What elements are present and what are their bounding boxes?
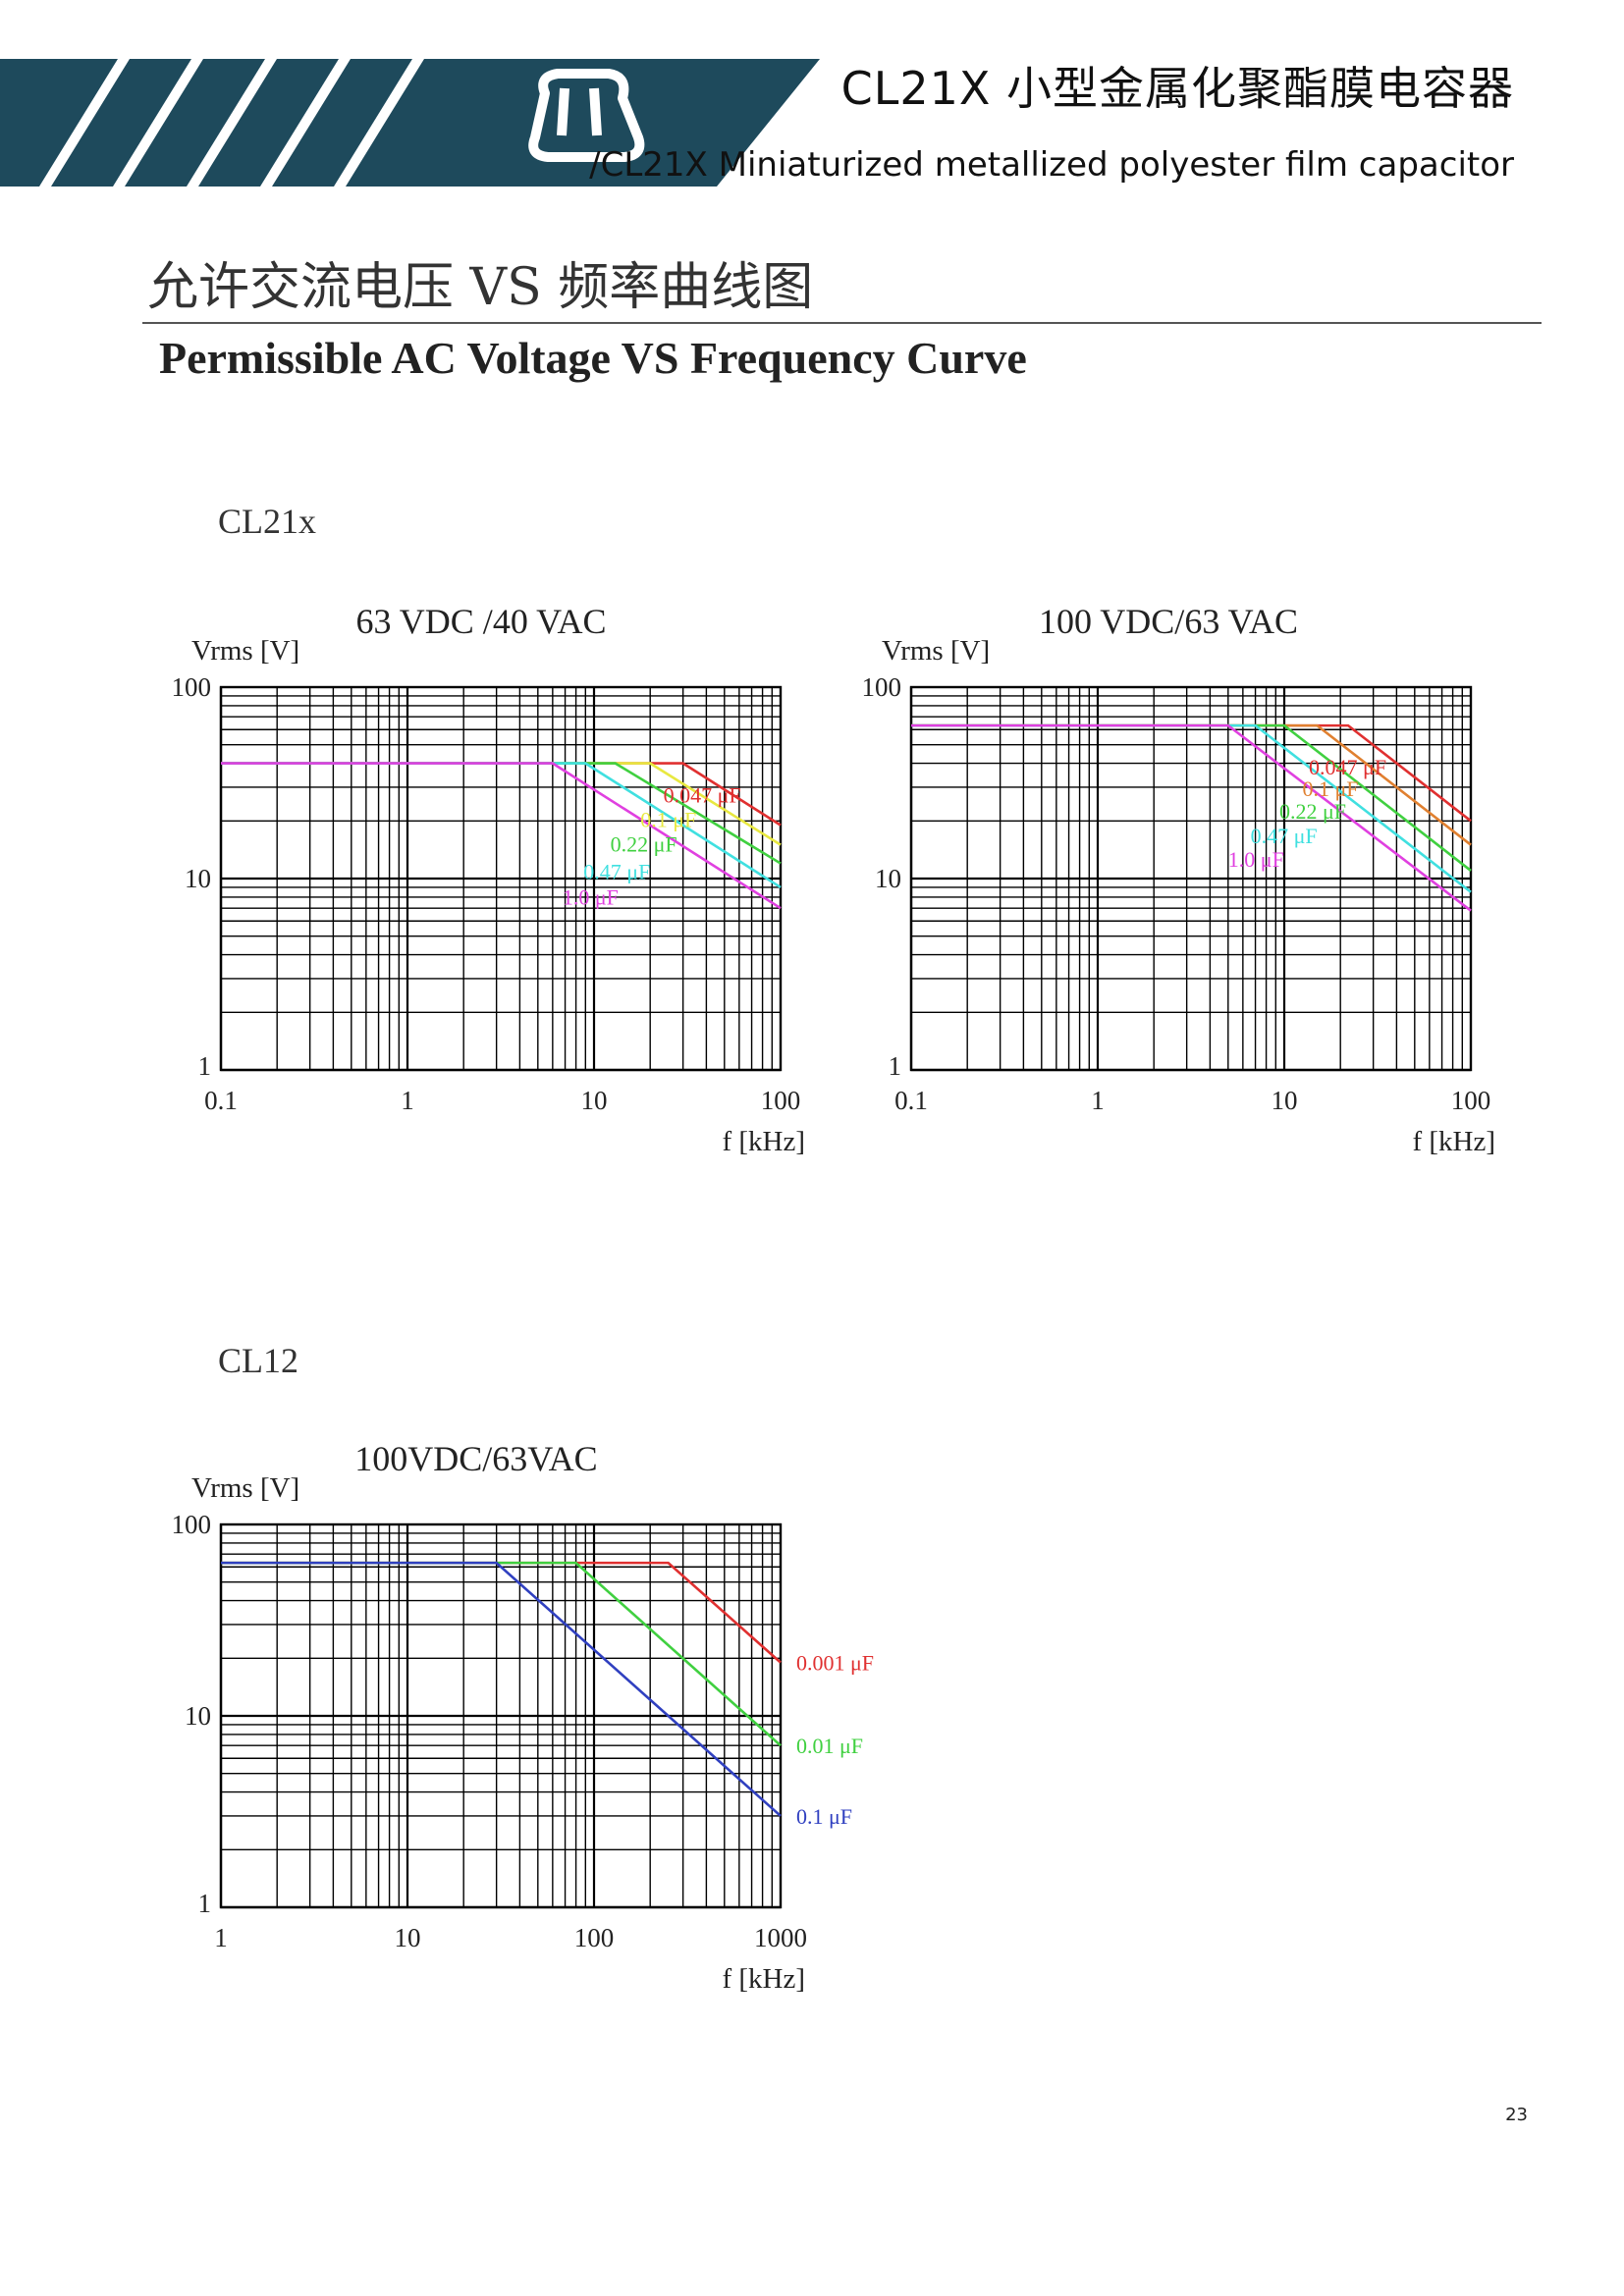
series-line xyxy=(911,723,1472,872)
series-line-label: 0.47 μF xyxy=(1251,824,1318,848)
chart-title: 63 VDC /40 VAC xyxy=(355,602,606,641)
banner-stripe xyxy=(334,59,424,187)
y-axis-label: Vrms [V] xyxy=(191,635,299,667)
series-line-label: 0.1 μF xyxy=(796,1804,852,1829)
chart-title: 100VDC/63VAC xyxy=(354,1439,597,1478)
series-line-label: 0.01 μF xyxy=(796,1734,863,1758)
section-title-en: Permissible AC Voltage VS Frequency Curv… xyxy=(159,333,1027,383)
series-line-label: 1.0 μF xyxy=(1228,847,1284,872)
x-tick-label: 100 xyxy=(761,1086,801,1115)
series-line-label: 0.001 μF xyxy=(796,1651,874,1676)
series-line-label: 0.47 μF xyxy=(583,860,650,884)
series-line-label: 1.0 μF xyxy=(563,885,619,910)
y-tick-label: 100 xyxy=(862,672,902,702)
x-axis-label: f [kHz] xyxy=(722,1963,805,1995)
banner-stripe xyxy=(187,59,277,187)
series-line xyxy=(221,762,782,865)
section-divider xyxy=(142,322,1542,324)
series-line xyxy=(911,723,1472,893)
section-title-zh: 允许交流电压 VS 频率曲线图 xyxy=(147,258,814,317)
series-line-label: 0.1 μF xyxy=(640,808,696,832)
y-tick-label: 100 xyxy=(172,672,212,702)
y-axis-label: Vrms [V] xyxy=(882,635,990,667)
plot-frame xyxy=(219,685,783,1072)
x-tick-label: 100 xyxy=(1451,1086,1491,1115)
series-line-label: 0.047 μF xyxy=(1309,755,1386,779)
header-title-zh: CL21X 小型金属化聚酯膜电容器 xyxy=(840,62,1514,115)
plot-frame xyxy=(219,1522,783,1909)
series-line xyxy=(221,1561,782,1664)
x-tick-label: 0.1 xyxy=(204,1086,238,1115)
y-axis-label: Vrms [V] xyxy=(191,1472,299,1504)
y-tick-label: 100 xyxy=(172,1510,212,1539)
x-tick-label: 10 xyxy=(1272,1086,1298,1115)
x-tick-label: 1 xyxy=(1091,1086,1105,1115)
x-axis-label: f [kHz] xyxy=(1412,1126,1495,1157)
x-tick-label: 100 xyxy=(574,1923,615,1952)
y-tick-label: 10 xyxy=(185,1701,211,1731)
banner-stripe xyxy=(39,59,130,187)
chart-title: 100 VDC/63 VAC xyxy=(1039,602,1298,641)
series-line xyxy=(221,762,782,889)
series-line xyxy=(221,762,782,910)
x-axis-label: f [kHz] xyxy=(722,1126,805,1157)
x-tick-label: 1000 xyxy=(754,1923,807,1952)
series-line xyxy=(221,1561,782,1747)
y-tick-label: 1 xyxy=(889,1051,902,1081)
y-tick-label: 1 xyxy=(198,1051,212,1081)
chart-1: 63 VDC /40 VAC Vrms [V] f [kHz] 0.1 1 10 100 1 1… xyxy=(172,602,806,1157)
x-tick-label: 1 xyxy=(214,1923,228,1952)
chart-2: 100 VDC/63 VAC Vrms [V] f [kHz] 0.1 1 10 100 1 1… xyxy=(862,602,1496,1157)
banner-stripe xyxy=(113,59,203,187)
series-line-label: 0.22 μF xyxy=(611,832,677,857)
series-line xyxy=(221,1561,782,1817)
y-tick-label: 10 xyxy=(185,864,211,893)
y-tick-label: 10 xyxy=(875,864,901,893)
x-tick-label: 1 xyxy=(401,1086,414,1115)
series-label-cl12: CL12 xyxy=(218,1341,299,1380)
x-tick-label: 0.1 xyxy=(894,1086,928,1115)
x-tick-label: 10 xyxy=(581,1086,608,1115)
series-label-cl21x: CL21x xyxy=(218,502,317,541)
series-line-label: 0.047 μF xyxy=(664,783,741,808)
company-logo-icon xyxy=(528,69,645,162)
page-number: 23 xyxy=(1505,2105,1528,2125)
x-tick-label: 10 xyxy=(395,1923,421,1952)
series-line-label: 0.1 μF xyxy=(1302,776,1358,801)
plot-frame xyxy=(909,685,1473,1072)
chart-3: 100VDC/63VAC Vrms [V] f [kHz] 1 10 100 1000 1 10… xyxy=(172,1439,875,1995)
banner-stripe xyxy=(260,59,351,187)
series-line xyxy=(911,723,1472,912)
series-line-label: 0.22 μF xyxy=(1279,799,1346,824)
y-tick-label: 1 xyxy=(198,1889,212,1918)
header-banner xyxy=(0,59,820,187)
header-title-en: /CL21X Miniaturized metallized polyester… xyxy=(589,145,1514,185)
